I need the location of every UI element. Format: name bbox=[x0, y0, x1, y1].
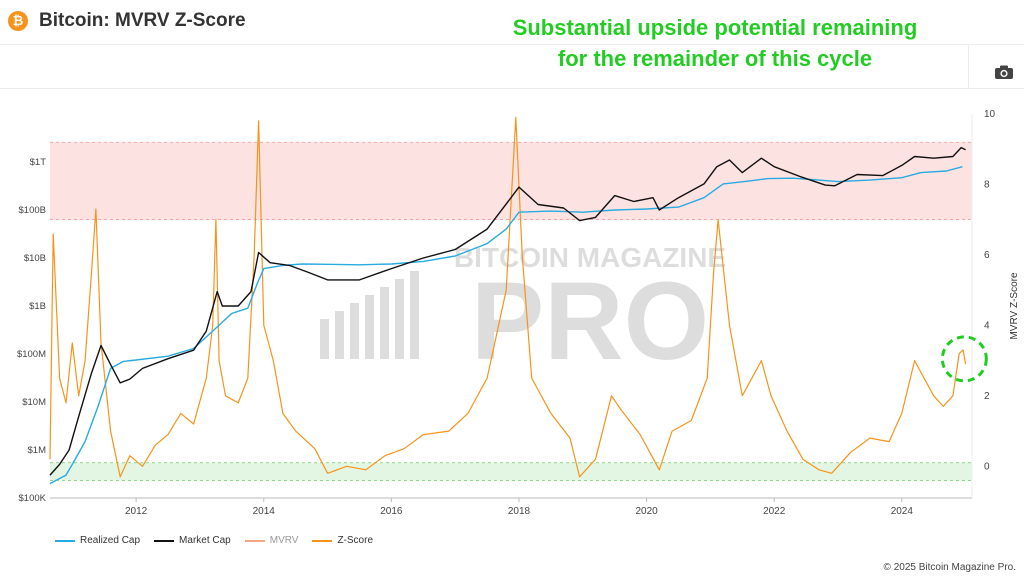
legend-item-mvrv[interactable]: MVRV bbox=[244, 535, 299, 546]
legend-swatch bbox=[312, 539, 333, 542]
right-tick-label: 8 bbox=[984, 179, 990, 190]
left-tick-label: $1B bbox=[29, 301, 46, 312]
legend-swatch bbox=[55, 539, 75, 542]
watermark-logo-bar bbox=[380, 287, 389, 359]
watermark-logo-bar bbox=[395, 279, 404, 359]
watermark-logo-bar bbox=[335, 311, 344, 359]
x-tick-label: 2012 bbox=[125, 506, 148, 517]
x-tick-label: 2024 bbox=[891, 506, 914, 517]
right-tick-label: 0 bbox=[984, 461, 990, 472]
toolbar-separator bbox=[968, 44, 969, 88]
x-tick-label: 2020 bbox=[635, 506, 658, 517]
x-tick-label: 2018 bbox=[508, 506, 531, 517]
page-title: Bitcoin: MVRV Z-Score bbox=[39, 10, 246, 31]
camera-icon[interactable] bbox=[994, 64, 1014, 80]
chart-header: ₿ Bitcoin: MVRV Z-Score bbox=[0, 0, 1024, 44]
watermark-line-1: BITCOIN MAGAZINE bbox=[454, 242, 726, 273]
watermark-logo-bar bbox=[350, 303, 359, 359]
series-line-realized-cap bbox=[49, 166, 963, 485]
left-tick-label: $100B bbox=[19, 205, 46, 216]
right-tick-label: 10 bbox=[984, 109, 996, 120]
legend-item-z-score[interactable]: Z-Score bbox=[312, 535, 373, 546]
right-axis-title: MVRV Z-Score bbox=[1009, 272, 1020, 339]
right-tick-label: 4 bbox=[984, 320, 990, 331]
x-tick-label: 2022 bbox=[763, 506, 786, 517]
right-tick-label: 6 bbox=[984, 250, 990, 261]
legend-label: Z-Score bbox=[337, 535, 374, 546]
legend-label: Market Cap bbox=[179, 535, 231, 546]
legend-item-realized-cap[interactable]: Realized Cap bbox=[55, 535, 140, 546]
left-tick-label: $100K bbox=[19, 493, 47, 504]
watermark-logo-bar bbox=[410, 271, 419, 359]
toolbar-divider bbox=[0, 88, 1024, 89]
series-line-market-cap bbox=[49, 146, 966, 476]
legend-swatch bbox=[244, 539, 265, 542]
header-divider bbox=[0, 44, 1024, 45]
right-tick-label: 2 bbox=[984, 391, 990, 402]
legend-label: MVRV bbox=[269, 535, 299, 546]
left-tick-label: $1T bbox=[30, 157, 47, 168]
copyright-text: © 2025 Bitcoin Magazine Pro. bbox=[883, 562, 1016, 573]
chart-legend: Realized Cap Market Cap MVRV Z-Score bbox=[55, 535, 387, 546]
left-tick-label: $1M bbox=[28, 445, 47, 456]
x-tick-label: 2014 bbox=[253, 506, 276, 517]
legend-item-market-cap[interactable]: Market Cap bbox=[154, 535, 231, 546]
watermark-line-2: PRO bbox=[471, 260, 709, 383]
left-tick-label: $10B bbox=[24, 253, 46, 264]
bitcoin-icon: ₿ bbox=[8, 11, 28, 31]
annotation-line-1: Substantial upside potential remaining bbox=[512, 15, 918, 40]
x-tick-label: 2016 bbox=[380, 506, 403, 517]
left-tick-label: $100M bbox=[17, 349, 46, 360]
annotation-line-2: for the remainder of this cycle bbox=[557, 46, 873, 71]
highlight-circle bbox=[940, 335, 988, 383]
watermark-logo-bar bbox=[320, 319, 329, 359]
legend-label: Realized Cap bbox=[80, 535, 141, 546]
band-undervalued bbox=[50, 462, 972, 481]
series-line-z-score bbox=[49, 116, 967, 478]
legend-swatch bbox=[154, 539, 175, 542]
chart-annotation: Substantial upside potential remaining f… bbox=[440, 12, 990, 74]
left-tick-label: $10M bbox=[22, 397, 46, 408]
watermark-logo-bar bbox=[365, 295, 374, 359]
